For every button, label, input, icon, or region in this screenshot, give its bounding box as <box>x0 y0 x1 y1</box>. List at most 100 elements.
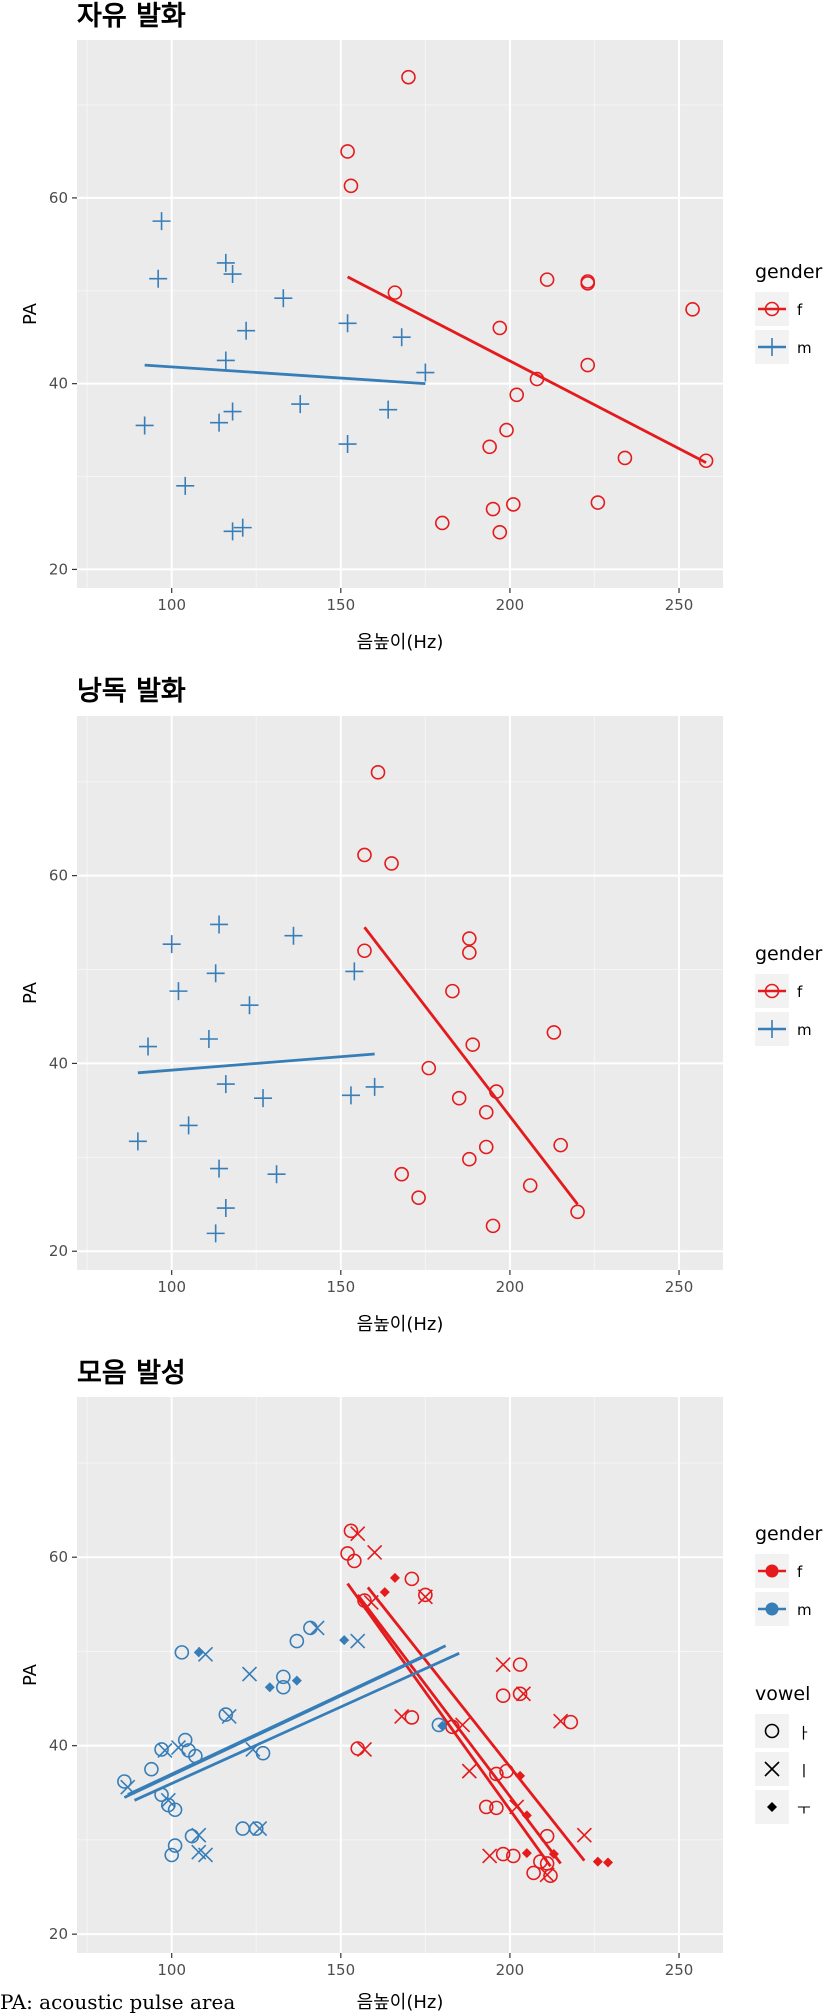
regression-line <box>144 363 426 386</box>
data-point <box>167 1802 183 1818</box>
series-m <box>128 915 384 1243</box>
series-f <box>357 765 585 1234</box>
data-point <box>237 321 256 340</box>
legend-label: m <box>797 1021 812 1039</box>
data-point <box>139 1037 158 1056</box>
data-point <box>197 1646 214 1662</box>
regression-line <box>363 926 579 1206</box>
regression-line <box>133 1652 460 1802</box>
x-tick-label: 200 <box>496 1278 525 1296</box>
plot-area <box>128 765 585 1243</box>
legend-label: f <box>797 1563 803 1581</box>
data-point <box>343 1523 359 1539</box>
x-axis-label: 음높이(Hz) <box>357 632 444 653</box>
data-point <box>418 1587 433 1603</box>
data-point <box>685 302 700 317</box>
data-point <box>506 497 521 512</box>
data-point <box>437 1720 448 1731</box>
data-point <box>512 1686 528 1702</box>
data-point <box>485 501 501 517</box>
data-point <box>309 1620 325 1636</box>
legend-key <box>755 1714 789 1748</box>
legend-key-marker <box>764 1723 780 1739</box>
x-axis-label: 음높이(Hz) <box>357 1314 444 1335</box>
x-tick-label: 100 <box>157 1961 186 1979</box>
legend-vowel: vowel ㅏㅣㅜ <box>755 1683 811 1824</box>
x-tick-label: 150 <box>326 1278 355 1296</box>
data-point <box>176 476 195 495</box>
legend-key-marker <box>763 338 781 356</box>
x-tick-label: 150 <box>326 1961 355 1979</box>
figure-caption: PA: acoustic pulse area <box>0 1990 236 2014</box>
data-point <box>580 276 596 291</box>
data-point <box>357 847 372 863</box>
data-point <box>167 1838 183 1853</box>
regression-line <box>137 1052 375 1075</box>
data-point <box>177 1732 193 1748</box>
legend-key-marker <box>764 1761 780 1777</box>
data-point <box>284 926 303 945</box>
data-point <box>576 1827 592 1843</box>
data-point <box>135 416 154 435</box>
data-point <box>291 1675 302 1686</box>
data-point <box>411 1190 426 1205</box>
chart-title: 모음 발성 <box>77 1358 186 1389</box>
data-point <box>216 1199 235 1218</box>
data-point <box>339 1635 350 1646</box>
data-point <box>144 1761 159 1777</box>
data-point <box>515 1686 532 1702</box>
legend-label: f <box>797 301 803 319</box>
data-point <box>350 1526 366 1542</box>
legend-title: vowel <box>755 1683 810 1705</box>
plot-background <box>77 40 723 588</box>
data-point <box>274 289 293 308</box>
data-point <box>379 400 398 419</box>
data-point <box>465 1037 481 1052</box>
plot-background <box>77 1397 723 1953</box>
data-point <box>526 1865 541 1881</box>
data-point <box>197 1847 214 1863</box>
legend-gender: gender f m <box>755 1523 823 1626</box>
data-point <box>248 1821 264 1836</box>
series-f <box>340 69 714 540</box>
data-point <box>221 1708 237 1725</box>
data-point <box>546 1025 562 1040</box>
data-point <box>563 1714 579 1730</box>
data-point <box>241 1666 258 1682</box>
series-m <box>117 1620 460 1863</box>
data-point <box>521 1810 532 1821</box>
data-point <box>210 1159 229 1178</box>
data-point <box>216 253 235 272</box>
data-point <box>521 1848 532 1859</box>
y-tick-label: 20 <box>49 1242 68 1260</box>
legend-key-marker <box>765 1564 779 1578</box>
x-tick-label: 250 <box>665 1278 694 1296</box>
data-point <box>357 943 372 959</box>
data-point <box>451 1090 467 1106</box>
data-point <box>160 1792 176 1808</box>
data-point <box>223 522 242 541</box>
data-point <box>343 178 359 194</box>
data-point <box>264 1682 275 1693</box>
legend-title: gender <box>755 1523 823 1545</box>
plot-area <box>117 1523 614 1884</box>
data-point <box>218 1707 234 1722</box>
data-point <box>603 1857 614 1868</box>
data-point <box>276 1679 291 1695</box>
data-point <box>580 357 596 373</box>
data-point <box>191 1827 207 1843</box>
regression-line <box>366 1586 586 1862</box>
data-point <box>370 765 386 780</box>
data-point <box>389 1572 400 1583</box>
data-point <box>338 435 357 454</box>
data-point <box>117 1774 132 1789</box>
y-tick-label: 20 <box>49 1925 68 1943</box>
data-point <box>401 69 416 85</box>
data-point <box>379 1587 390 1598</box>
data-point <box>157 1742 173 1758</box>
data-point <box>543 1868 558 1884</box>
data-point <box>462 945 477 960</box>
data-point <box>289 1633 305 1649</box>
data-point <box>254 1089 273 1108</box>
data-point <box>345 962 364 981</box>
